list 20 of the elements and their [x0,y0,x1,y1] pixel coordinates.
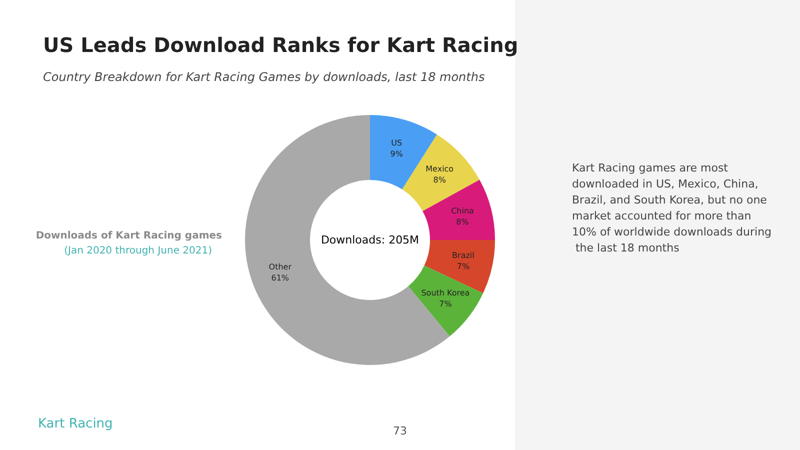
data-label: 8% [433,176,446,185]
chart-subtitle: Country Breakdown for Kart Racing Games by downloads, last 18 months [43,70,485,84]
text: Kart Racing games are most downloaded in US, Mexico, China, Brazil, and South Korea, but no one market accounted for more than 10% of worldwide downloads during the last 18 months [572,162,772,254]
slice-label: Mexico [426,164,454,174]
text: Kart Racing [38,416,113,432]
slice-label: Other [268,262,292,272]
slice-label: China [451,206,474,216]
text: Downloads: 205M [320,234,420,246]
text: Downloads of Kart Racing games [36,230,222,242]
data-label: 9% [390,149,404,158]
data-label: 7% [456,262,470,271]
data-label: 8% [456,217,470,226]
chart-title: US Leads Download Ranks for Kart Racing [43,33,518,57]
text: 73 [393,424,407,438]
slice-label: South Korea [421,288,470,298]
data-label: 61% [271,273,290,282]
slice-label: Brazil [452,250,474,260]
slice-label: US [391,138,402,148]
data-label: 7% [439,300,452,309]
text: (Jan 2020 through June 2021) [64,246,212,256]
